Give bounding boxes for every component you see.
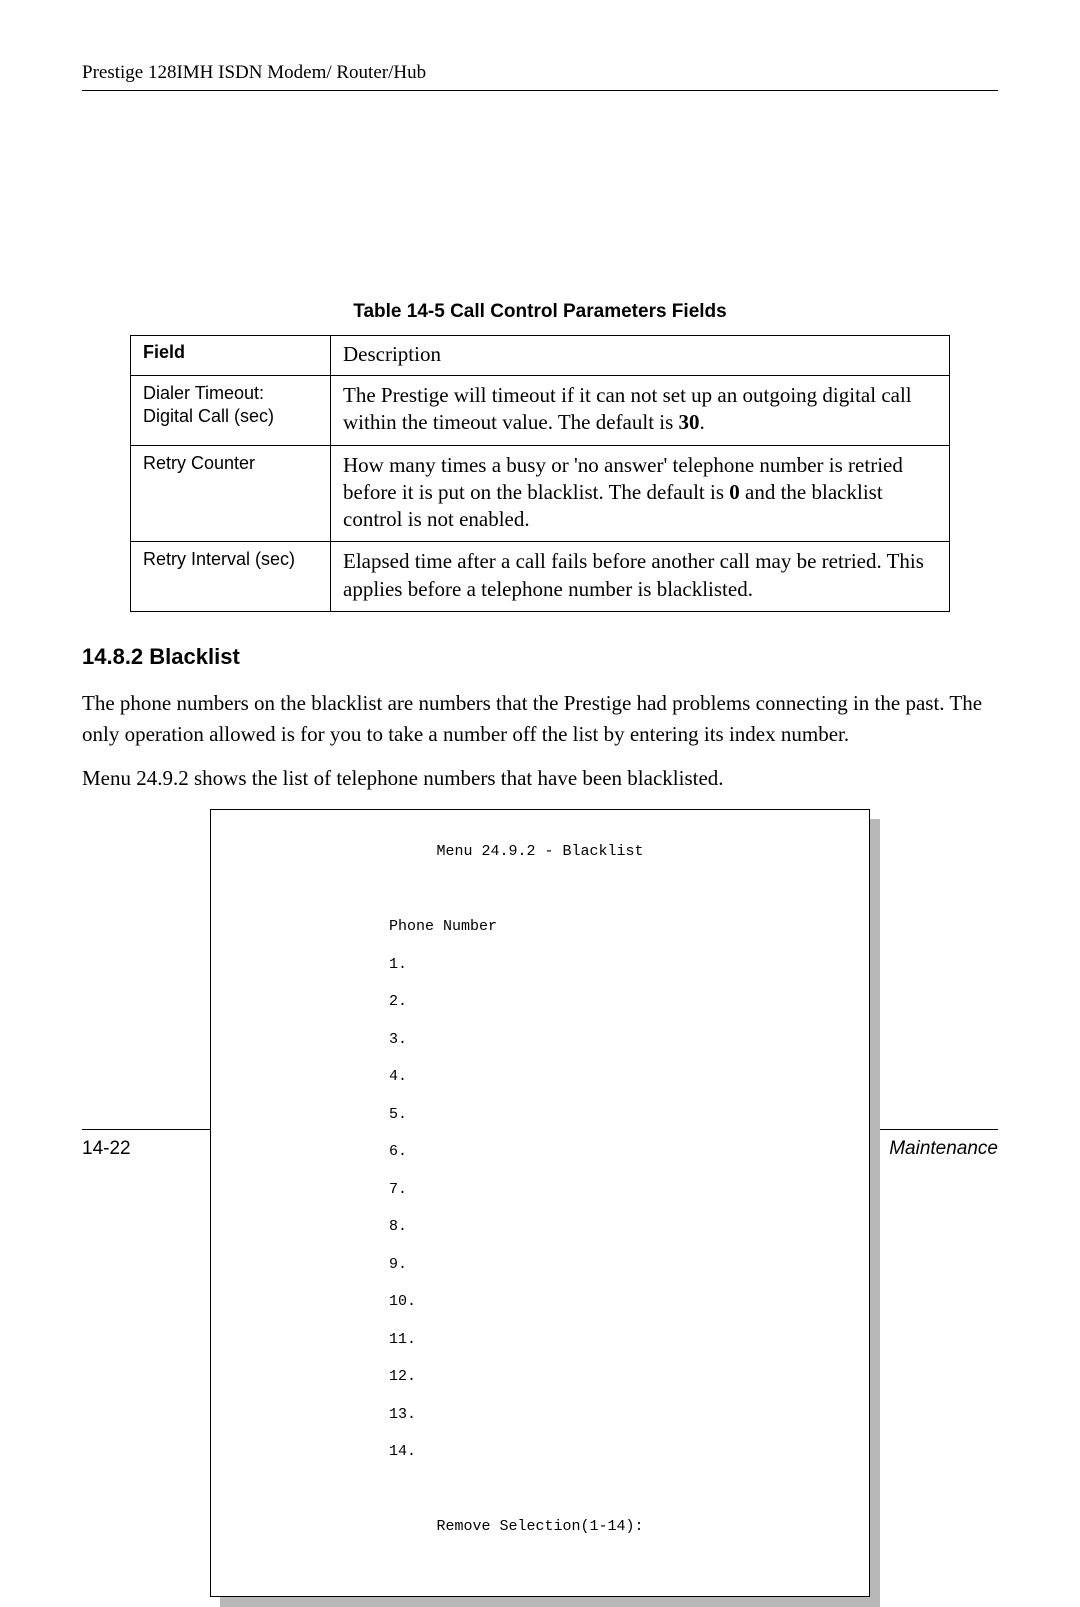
desc-text: . — [700, 410, 705, 434]
page-number: 14-22 — [82, 1138, 131, 1160]
terminal-list-item: 8. — [221, 1218, 859, 1237]
terminal-prompt: Remove Selection(1-14): — [221, 1518, 859, 1537]
terminal-screenshot: Menu 24.9.2 - Blacklist Phone Number 1. … — [210, 809, 870, 1597]
terminal-blank — [221, 881, 859, 900]
running-header: Prestige 128IMH ISDN Modem/ Router/Hub — [82, 62, 998, 91]
terminal-list-item: 3. — [221, 1031, 859, 1050]
field-cell: Retry Counter — [131, 445, 331, 542]
terminal-list-item: 2. — [221, 993, 859, 1012]
terminal-list-item: 5. — [221, 1106, 859, 1125]
terminal-list-item: 6. — [221, 1143, 859, 1162]
table-row: Dialer Timeout:Digital Call (sec) The Pr… — [131, 376, 950, 446]
terminal-list-item: 12. — [221, 1368, 859, 1387]
terminal-list-item: 4. — [221, 1068, 859, 1087]
desc-text: The Prestige will timeout if it can not … — [343, 383, 912, 434]
desc-bold: 30 — [679, 410, 700, 434]
terminal-list-item: 13. — [221, 1406, 859, 1425]
table-row: Retry Interval (sec) Elapsed time after … — [131, 542, 950, 612]
field-cell: Retry Interval (sec) — [131, 542, 331, 612]
params-table: Field Description Dialer Timeout:Digital… — [130, 335, 950, 612]
terminal-list-item: 10. — [221, 1293, 859, 1312]
body-paragraph: Menu 24.9.2 shows the list of telephone … — [82, 763, 998, 793]
description-cell: The Prestige will timeout if it can not … — [331, 376, 950, 446]
col-header-description: Description — [331, 336, 950, 376]
desc-text: Elapsed time after a call fails before a… — [343, 549, 924, 600]
terminal-list-item: 11. — [221, 1331, 859, 1350]
desc-bold: 0 — [729, 480, 740, 504]
terminal-blank — [221, 1481, 859, 1500]
footer-section-label: Maintenance — [889, 1138, 998, 1160]
table-row: Retry Counter How many times a busy or '… — [131, 445, 950, 542]
description-cell: How many times a busy or 'no answer' tel… — [331, 445, 950, 542]
terminal-list-item: 14. — [221, 1443, 859, 1462]
description-cell: Elapsed time after a call fails before a… — [331, 542, 950, 612]
section-heading: 14.8.2 Blacklist — [82, 644, 998, 670]
table-header-row: Field Description — [131, 336, 950, 376]
field-cell: Dialer Timeout:Digital Call (sec) — [131, 376, 331, 446]
body-paragraph: The phone numbers on the blacklist are n… — [82, 688, 998, 749]
terminal: Menu 24.9.2 - Blacklist Phone Number 1. … — [210, 809, 870, 1597]
terminal-column-header: Phone Number — [221, 918, 859, 937]
terminal-title: Menu 24.9.2 - Blacklist — [221, 843, 859, 862]
terminal-list-item: 9. — [221, 1256, 859, 1275]
col-header-field: Field — [131, 336, 331, 376]
table-caption: Table 14-5 Call Control Parameters Field… — [82, 301, 998, 323]
terminal-list-item: 7. — [221, 1181, 859, 1200]
terminal-list-item: 1. — [221, 956, 859, 975]
